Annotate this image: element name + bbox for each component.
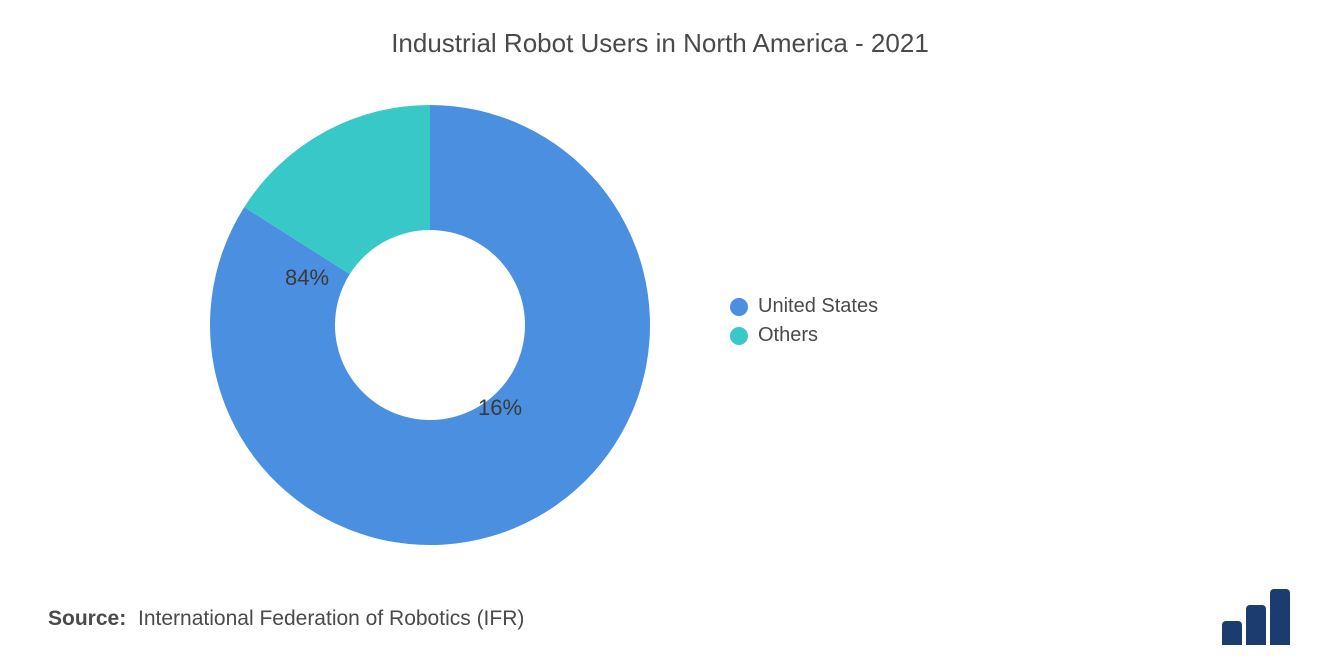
pct-label: 84% xyxy=(285,265,329,291)
donut-svg xyxy=(190,85,670,565)
donut-chart: 84% 16% xyxy=(190,85,670,565)
legend: United States Others xyxy=(730,295,878,353)
source-line: Source: International Federation of Robo… xyxy=(48,607,524,631)
legend-label: Others xyxy=(758,324,818,347)
chart-title: Industrial Robot Users in North America … xyxy=(0,28,1320,59)
logo-bar xyxy=(1246,605,1266,645)
source-label: Source: xyxy=(48,607,126,630)
legend-item: Others xyxy=(730,324,878,347)
logo-bar xyxy=(1222,621,1242,645)
legend-label: United States xyxy=(758,295,878,318)
pct-label: 16% xyxy=(478,395,522,421)
logo-bar xyxy=(1270,589,1290,645)
legend-swatch xyxy=(730,327,748,345)
legend-swatch xyxy=(730,298,748,316)
source-text: International Federation of Robotics (IF… xyxy=(138,607,524,630)
brand-logo xyxy=(1222,589,1290,645)
legend-item: United States xyxy=(730,295,878,318)
